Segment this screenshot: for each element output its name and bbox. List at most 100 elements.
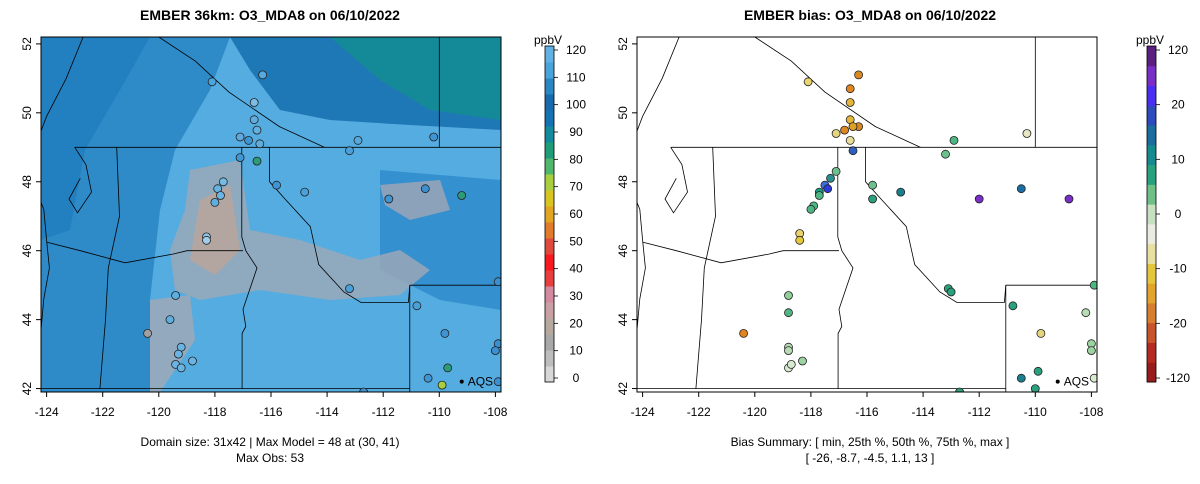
colorbar-segment bbox=[545, 206, 554, 223]
observation-marker bbox=[1016, 184, 1026, 194]
y-tick-label: 42 bbox=[616, 382, 630, 396]
colorbar-segment bbox=[545, 62, 554, 79]
right-geography-lines bbox=[637, 37, 1097, 392]
observation-marker bbox=[795, 235, 805, 245]
model-high-ozone-zone bbox=[170, 160, 430, 300]
model-northeast-teal bbox=[330, 37, 501, 120]
colorbar-segment bbox=[545, 270, 554, 287]
observation-marker bbox=[1033, 366, 1043, 376]
aqs-site-label: AQS bbox=[468, 375, 493, 389]
observation-marker bbox=[300, 187, 310, 197]
left-y-axis: 52 50 48 46 44 42 bbox=[20, 37, 41, 395]
observation-marker bbox=[1022, 129, 1032, 138]
right-colorbar-ticks: 120 20 10 0 -10 -20 -120 bbox=[1156, 43, 1190, 385]
aqs-site-dot bbox=[1055, 379, 1060, 384]
observation-marker bbox=[423, 373, 433, 383]
observation-marker bbox=[165, 315, 175, 325]
left-model-field bbox=[41, 37, 501, 392]
colorbar-segment bbox=[545, 78, 554, 95]
x-tick-label: -118 bbox=[799, 405, 822, 419]
observation-marker bbox=[1087, 346, 1096, 356]
colorbar-tick-label: 100 bbox=[566, 98, 586, 112]
colorbar-segment bbox=[545, 174, 554, 191]
colorbar-segment bbox=[1147, 302, 1156, 324]
observation-marker bbox=[143, 328, 153, 338]
observation-marker bbox=[216, 191, 225, 200]
colorbar-segment bbox=[1147, 65, 1156, 87]
observation-marker bbox=[845, 84, 855, 94]
colorbar-segment bbox=[1147, 164, 1156, 185]
colorbar-segment bbox=[1147, 223, 1156, 245]
x-tick-label: -124 bbox=[35, 405, 59, 419]
colorbar-tick-label: 20 bbox=[1171, 98, 1185, 112]
observation-marker bbox=[210, 197, 220, 207]
observation-marker bbox=[353, 135, 363, 145]
colorbar-tick-label: 120 bbox=[1168, 43, 1188, 57]
observation-marker bbox=[784, 291, 793, 300]
x-tick-label: -114 bbox=[912, 405, 935, 419]
observation-marker bbox=[784, 308, 793, 318]
observation-marker bbox=[826, 173, 835, 183]
left-map-panel: EMBER 36km: O3_MDA8 on 06/10/2022 -124 -1… bbox=[20, 7, 586, 465]
observation-marker bbox=[784, 346, 793, 356]
observation-marker bbox=[1089, 373, 1097, 383]
observation-marker bbox=[440, 328, 450, 338]
observation-marker bbox=[252, 125, 262, 135]
observation-marker bbox=[437, 380, 447, 390]
observation-marker bbox=[249, 115, 259, 125]
observation-marker bbox=[457, 191, 467, 200]
colorbar-segment bbox=[545, 302, 554, 319]
y-tick-label: 48 bbox=[616, 175, 630, 189]
observation-marker bbox=[1016, 373, 1026, 383]
colorbar-segment bbox=[545, 254, 554, 271]
boundary-line bbox=[837, 147, 854, 389]
aqs-site-dot bbox=[459, 379, 464, 384]
colorbar-segment bbox=[545, 46, 554, 63]
model-ocean-deep bbox=[41, 37, 150, 240]
observation-marker bbox=[845, 135, 855, 145]
observation-marker bbox=[345, 284, 354, 294]
colorbar-tick-label: -120 bbox=[1166, 371, 1190, 385]
colorbar-segment bbox=[1147, 322, 1156, 343]
x-tick-label: -110 bbox=[428, 405, 451, 419]
x-tick-label: -120 bbox=[743, 405, 767, 419]
observation-marker bbox=[831, 129, 841, 138]
observation-marker bbox=[974, 194, 984, 204]
observation-marker bbox=[272, 180, 282, 190]
model-peak-zone bbox=[190, 185, 240, 275]
colorbar-segment bbox=[1147, 144, 1156, 166]
observation-marker bbox=[188, 356, 197, 366]
observation-marker bbox=[955, 387, 964, 392]
colorbar-tick-label: -20 bbox=[1169, 316, 1187, 330]
observation-marker bbox=[202, 235, 211, 245]
observation-marker bbox=[1089, 280, 1097, 290]
y-tick-label: 42 bbox=[20, 382, 34, 396]
colorbar-tick-label: 40 bbox=[569, 262, 583, 276]
colorbar-tick-label: 110 bbox=[566, 70, 585, 84]
x-tick-label: -122 bbox=[91, 405, 115, 419]
observation-marker bbox=[493, 377, 501, 387]
y-tick-label: 44 bbox=[616, 313, 630, 327]
boundary-line bbox=[46, 241, 243, 264]
model-ozone-patch bbox=[380, 180, 450, 220]
x-tick-label: -108 bbox=[1079, 405, 1103, 419]
model-ozone-southwest bbox=[150, 295, 195, 392]
x-tick-label: -116 bbox=[259, 405, 282, 419]
aqs-site-label: AQS bbox=[1064, 375, 1089, 389]
observation-marker bbox=[443, 363, 453, 373]
x-tick-label: -116 bbox=[855, 405, 878, 419]
colorbar-segment bbox=[1147, 243, 1156, 264]
boundary-line bbox=[68, 147, 92, 214]
left-caption-line1: Domain size: 31x42 | Max Model = 48 at (… bbox=[141, 435, 400, 449]
observation-marker bbox=[823, 184, 833, 194]
observation-marker bbox=[258, 70, 268, 80]
colorbar-segment bbox=[545, 350, 554, 367]
observation-marker bbox=[854, 70, 863, 80]
colorbar-tick-label: 120 bbox=[566, 43, 586, 57]
left-colorbar-gradient bbox=[544, 45, 555, 383]
right-caption-line2: [ -26, -8.7, -4.5, 1.1, 13 ] bbox=[806, 451, 935, 465]
colorbar-segment bbox=[1147, 283, 1156, 304]
colorbar-segment bbox=[545, 190, 554, 207]
colorbar-segment bbox=[1147, 204, 1156, 225]
right-x-axis: -124 -122 -120 -118 -116 -114 -112 -110 -108 bbox=[631, 392, 1104, 419]
